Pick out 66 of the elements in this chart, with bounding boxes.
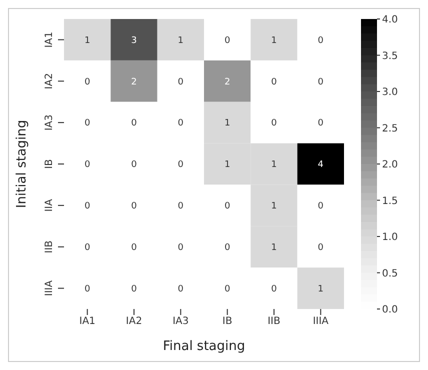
color-bar-label: 3.5 (382, 50, 398, 62)
data-label: 0 (178, 118, 184, 129)
y-tick-label: IB (44, 158, 55, 169)
data-label: 1 (271, 202, 277, 212)
data-label: 0 (131, 243, 138, 254)
data-label: 0 (84, 243, 90, 254)
x-tick-label: IIIA (312, 316, 329, 328)
data-label: 0 (131, 202, 138, 212)
data-label: 0 (84, 77, 90, 88)
data-label: 0 (271, 118, 278, 129)
y-tick-label: IA2 (44, 73, 55, 90)
data-label: 0 (318, 243, 324, 254)
data-label: 0 (84, 202, 90, 212)
data-label: 0 (271, 77, 278, 88)
data-label: 0 (318, 36, 324, 46)
data-label: 1 (178, 36, 184, 46)
data-label: 0 (271, 284, 278, 294)
data-label: 0 (178, 160, 184, 170)
data-label: 0 (178, 243, 184, 254)
x-tick-label: IA1 (79, 316, 96, 328)
data-label: 0 (224, 202, 230, 212)
color-bar-label: 2.0 (382, 160, 398, 170)
data-label: 0 (178, 202, 184, 212)
data-label: 3 (131, 36, 137, 46)
data-label: 0 (224, 36, 230, 46)
color-bar-label: 4.0 (382, 14, 398, 26)
color-bar-label: 3.0 (382, 87, 398, 98)
data-label: 0 (178, 284, 184, 294)
x-tick-label: IA3 (172, 316, 189, 328)
color-bar-label: 0.5 (382, 268, 398, 280)
color-bar-label: 1.0 (382, 232, 398, 243)
color-bar-label: 0.0 (382, 304, 398, 316)
y-tick-label: IIIA (44, 280, 55, 296)
data-label: 1 (271, 160, 277, 170)
data-label: 0 (224, 243, 230, 254)
data-label: 0 (84, 160, 90, 170)
data-label: 0 (131, 160, 138, 170)
y-tick-label: IA3 (44, 114, 55, 131)
x-axis-title: Final staging (162, 339, 246, 354)
data-label: 2 (224, 77, 230, 88)
y-tick-label: IA1 (44, 32, 55, 48)
data-label: 0 (131, 118, 138, 129)
x-tick-label: IB (222, 316, 232, 328)
data-label: 4 (318, 160, 324, 170)
data-label: 0 (84, 118, 90, 129)
data-label: 1 (84, 36, 90, 46)
data-label: 0 (224, 284, 230, 294)
color-bar-label: 1.5 (382, 196, 398, 207)
data-label: 0 (84, 284, 90, 294)
color-bar-label: 2.5 (382, 123, 398, 134)
data-label: 0 (318, 77, 324, 88)
y-tick-label: IIB (44, 240, 55, 254)
x-tick-label: IA2 (126, 316, 142, 328)
data-label: 1 (271, 243, 277, 254)
data-label: 1 (224, 160, 230, 170)
data-label: 0 (131, 284, 138, 294)
data-label: 0 (178, 77, 184, 88)
data-label: 1 (224, 118, 230, 129)
data-label: 0 (318, 118, 324, 129)
y-tick-label: IIA (44, 198, 55, 212)
data-label: 2 (131, 77, 137, 88)
data-label: 0 (318, 202, 324, 212)
data-label: 1 (318, 284, 324, 294)
y-axis-title: Initial staging (14, 120, 30, 208)
x-tick-label: IIB (268, 316, 281, 328)
data-label: 1 (271, 36, 277, 46)
